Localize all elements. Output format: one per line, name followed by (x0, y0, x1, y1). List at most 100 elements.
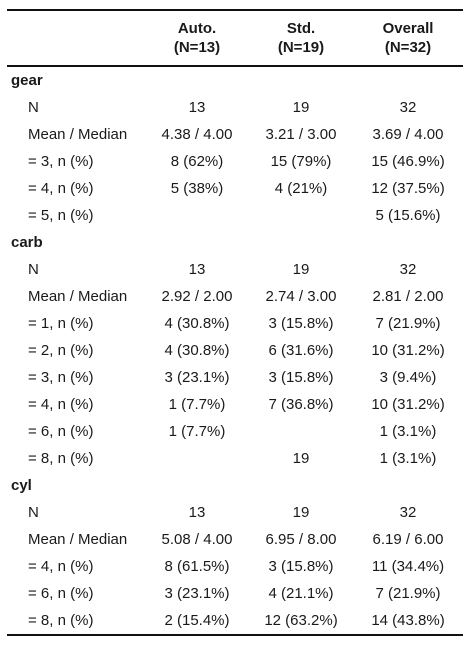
cell-std: 12 (63.2%) (249, 607, 353, 636)
row-label: = 1, n (%) (28, 315, 94, 332)
row-label: = 4, n (%) (28, 396, 94, 413)
cell-overall: 10 (31.2%) (371, 342, 445, 359)
cell-std (249, 418, 353, 445)
cell-overall: 11 (34.4%) (371, 558, 445, 575)
group-label: gear (11, 72, 43, 89)
row-label: = 2, n (%) (28, 342, 94, 359)
table-row: = 6, n (%) 1 (7.7%) 1 (3.1%) (7, 418, 463, 445)
header-auto-name: Auto. (177, 20, 217, 37)
header-std-count: (N=19) (277, 39, 325, 56)
cell-std: 3 (15.8%) (268, 558, 334, 575)
cell-overall: 2.81 / 2.00 (372, 288, 444, 305)
header-auto: Auto. (N=13) (145, 9, 249, 67)
cell-auto: 13 (188, 261, 206, 278)
row-label: = 4, n (%) (28, 558, 94, 575)
row-label: N (28, 261, 39, 278)
table-row: Mean / Median 4.38 / 4.00 3.21 / 3.00 3.69 … (7, 121, 463, 148)
table-row: N 13 19 32 (7, 256, 463, 283)
cell-overall: 14 (43.8%) (353, 607, 463, 636)
cell-overall: 12 (37.5%) (371, 180, 445, 197)
table-row: = 3, n (%) 8 (62%) 15 (79%) 15 (46.9%) (7, 148, 463, 175)
cell-auto: 3 (23.1%) (164, 585, 230, 602)
cell-std: 6.95 / 8.00 (265, 531, 337, 548)
row-label: = 5, n (%) (28, 207, 94, 224)
header-label-column (7, 9, 145, 67)
cell-std: 15 (79%) (270, 153, 332, 170)
row-label: = 8, n (%) (28, 450, 94, 467)
group-row-gear: gear (7, 66, 463, 94)
cell-auto: 13 (188, 99, 206, 116)
cell-std: 19 (292, 261, 310, 278)
table-row: = 1, n (%) 4 (30.8%) 3 (15.8%) 7 (21.9%) (7, 310, 463, 337)
cell-std: 19 (292, 450, 310, 467)
row-label: = 3, n (%) (28, 369, 94, 386)
row-label: Mean / Median (28, 288, 128, 305)
row-label: N (28, 99, 39, 116)
group-label: cyl (11, 477, 32, 494)
cell-overall: 5 (15.6%) (375, 207, 441, 224)
row-label: = 6, n (%) (28, 423, 94, 440)
cell-auto: 13 (188, 504, 206, 521)
cell-auto (145, 202, 249, 229)
group-row-cyl: cyl (7, 472, 463, 499)
group-row-carb: carb (7, 229, 463, 256)
cell-std: 2.74 / 3.00 (265, 288, 337, 305)
cell-auto: 4 (30.8%) (164, 342, 230, 359)
table-row: = 4, n (%) 8 (61.5%) 3 (15.8%) 11 (34.4%) (7, 553, 463, 580)
table-row: Mean / Median 2.92 / 2.00 2.74 / 3.00 2.81 … (7, 283, 463, 310)
table-row: = 5, n (%) 5 (15.6%) (7, 202, 463, 229)
cell-overall: 10 (31.2%) (371, 396, 445, 413)
cell-overall: 7 (21.9%) (375, 585, 441, 602)
row-label: N (28, 504, 39, 521)
cell-overall: 15 (46.9%) (371, 153, 445, 170)
table-body: gear N 13 19 32 Mean / Median 4.38 / 4.00 3.21 … (7, 66, 463, 636)
cell-auto: 5.08 / 4.00 (161, 531, 233, 548)
cell-std: 19 (292, 504, 310, 521)
cell-overall: 1 (3.1%) (379, 450, 437, 467)
row-label: = 3, n (%) (28, 153, 94, 170)
group-label: carb (11, 234, 43, 251)
cell-auto: 4.38 / 4.00 (161, 126, 233, 143)
cell-auto: 1 (7.7%) (168, 423, 226, 440)
cell-overall: 7 (21.9%) (375, 315, 441, 332)
table-row: N 13 19 32 (7, 499, 463, 526)
cell-overall: 32 (399, 261, 417, 278)
header-auto-count: (N=13) (173, 39, 221, 56)
table-row: Mean / Median 5.08 / 4.00 6.95 / 8.00 6.19 … (7, 526, 463, 553)
cell-std: 3.21 / 3.00 (265, 126, 337, 143)
cell-std: 4 (21.1%) (268, 585, 334, 602)
cell-auto (145, 445, 249, 472)
table-row: N 13 19 32 (7, 94, 463, 121)
cell-std (249, 202, 353, 229)
cell-overall: 32 (399, 504, 417, 521)
cell-overall: 32 (399, 99, 417, 116)
row-label: = 6, n (%) (28, 585, 94, 602)
cell-std: 7 (36.8%) (268, 396, 334, 413)
cell-std: 3 (15.8%) (268, 369, 334, 386)
cell-auto: 8 (62%) (170, 153, 224, 170)
cell-auto: 2.92 / 2.00 (161, 288, 233, 305)
header-overall-count: (N=32) (384, 39, 432, 56)
row-label: Mean / Median (28, 531, 128, 548)
header-std: Std. (N=19) (249, 9, 353, 67)
header-row: Auto. (N=13) Std. (N=19) Overall (N=32) (7, 9, 463, 67)
table-row: = 8, n (%) 19 1 (3.1%) (7, 445, 463, 472)
table-row: = 2, n (%) 4 (30.8%) 6 (31.6%) 10 (31.2%) (7, 337, 463, 364)
header-std-name: Std. (286, 20, 316, 37)
table-header: Auto. (N=13) Std. (N=19) Overall (N=32) (7, 9, 463, 67)
cell-overall: 6.19 / 6.00 (372, 531, 444, 548)
row-label: Mean / Median (28, 126, 128, 143)
summary-table: Auto. (N=13) Std. (N=19) Overall (N=32) … (7, 9, 463, 636)
table-row: = 8, n (%) 2 (15.4%) 12 (63.2%) 14 (43.8%) (7, 607, 463, 636)
cell-overall: 1 (3.1%) (379, 423, 437, 440)
cell-auto: 1 (7.7%) (168, 396, 226, 413)
table-row: = 6, n (%) 3 (23.1%) 4 (21.1%) 7 (21.9%) (7, 580, 463, 607)
row-label: = 8, n (%) (7, 607, 145, 636)
cell-overall: 3 (9.4%) (379, 369, 437, 386)
cell-std: 6 (31.6%) (268, 342, 334, 359)
cell-auto: 2 (15.4%) (145, 607, 249, 636)
table-row: = 4, n (%) 5 (38%) 4 (21%) 12 (37.5%) (7, 175, 463, 202)
header-overall-name: Overall (382, 20, 434, 37)
cell-std: 19 (292, 99, 310, 116)
